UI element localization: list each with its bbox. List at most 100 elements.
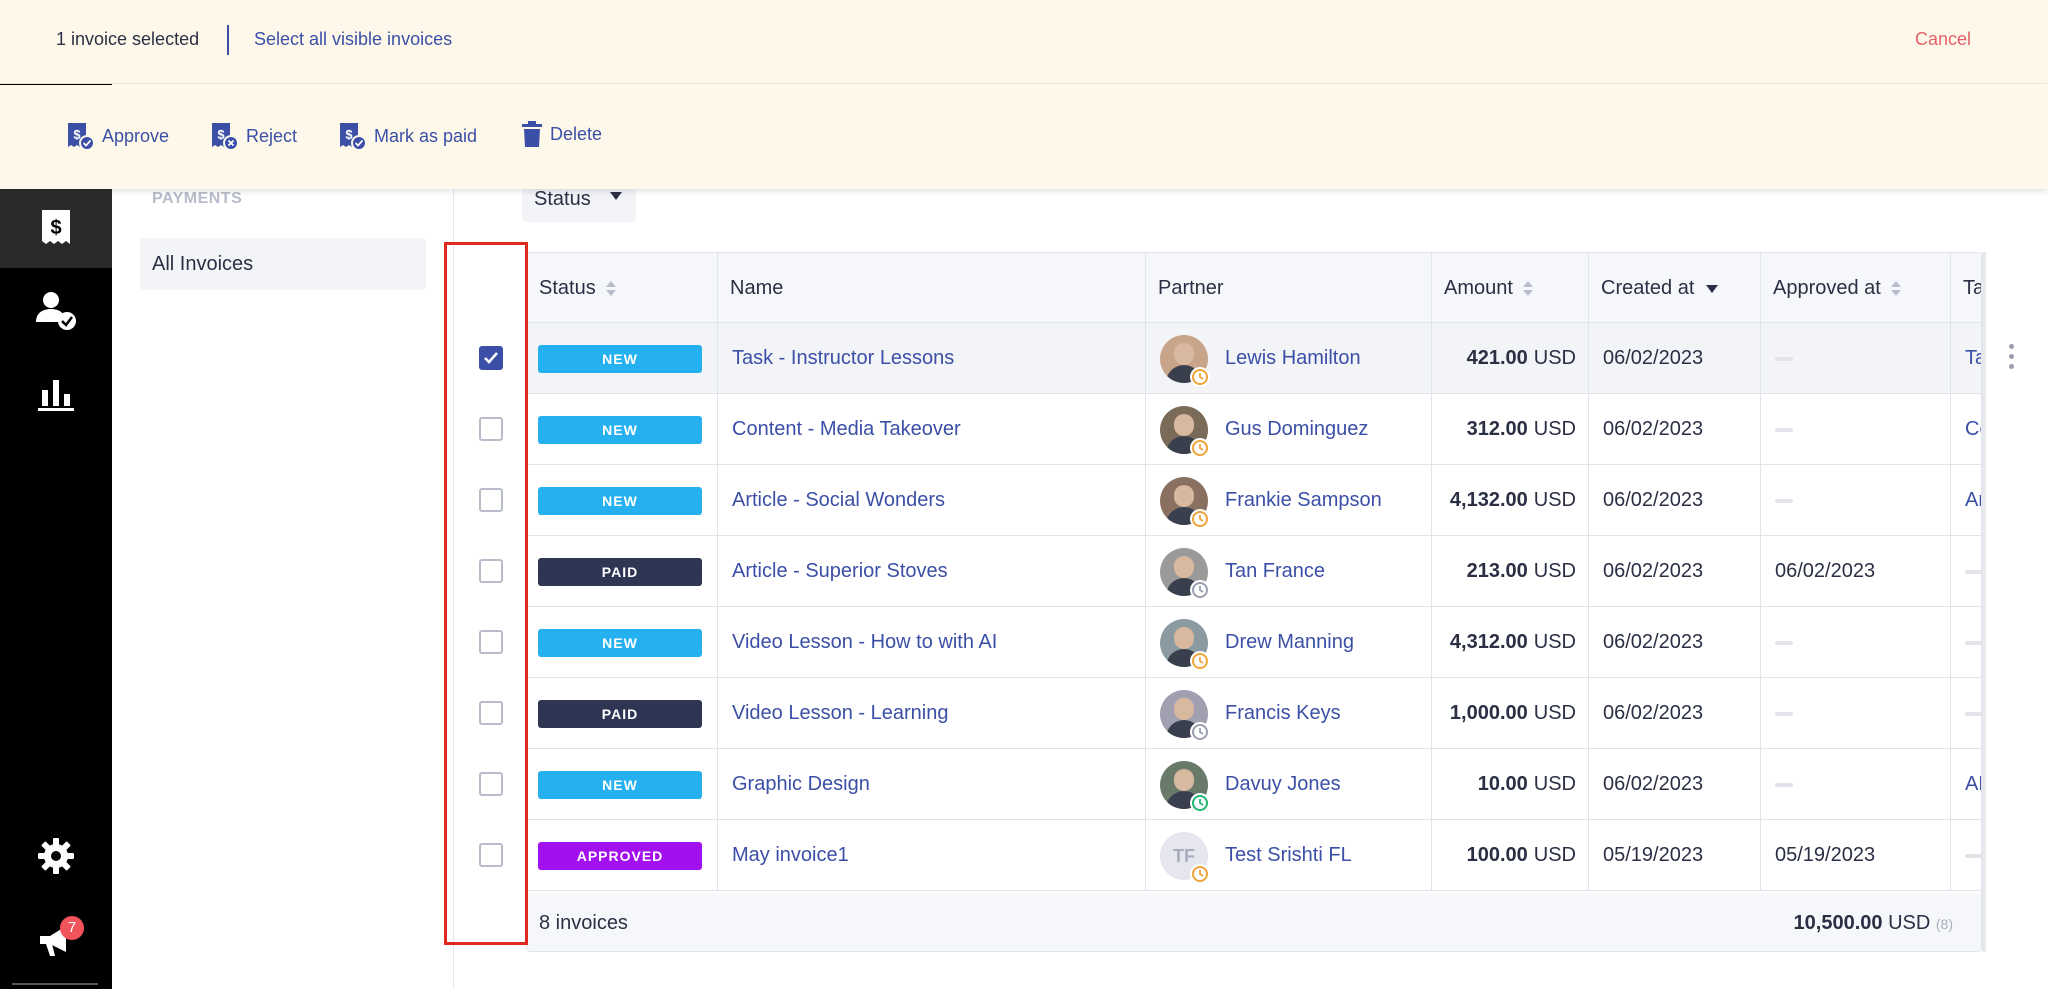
partner-cell[interactable]: Lewis Hamilton bbox=[1145, 323, 1431, 394]
amount-value: 1,000.00 bbox=[1449, 702, 1528, 724]
settings-nav[interactable] bbox=[0, 816, 112, 896]
partner-name-link[interactable]: Frankie Sampson bbox=[1225, 489, 1382, 511]
partner-name-link[interactable]: Tan France bbox=[1225, 560, 1326, 582]
status-badge: PAID bbox=[538, 557, 702, 586]
invoice-name-link[interactable]: Article - Superior Stoves bbox=[717, 536, 1145, 607]
sort-icon bbox=[1522, 280, 1533, 298]
announcements-nav[interactable] bbox=[0, 900, 112, 980]
partner-cell[interactable]: Gus Dominguez bbox=[1145, 394, 1431, 465]
approved-at-cell bbox=[1760, 394, 1950, 465]
partners-nav[interactable] bbox=[0, 270, 112, 350]
approved-at-cell: 05/19/2023 bbox=[1760, 820, 1950, 891]
status-cell: NEW bbox=[527, 607, 719, 678]
invoice-name-link[interactable]: Task - Instructor Lessons bbox=[717, 323, 1145, 394]
status-badge: NEW bbox=[538, 486, 702, 515]
partner-name-link[interactable]: Lewis Hamilton bbox=[1225, 347, 1361, 369]
column-header-partner[interactable]: Partner bbox=[1145, 253, 1431, 323]
partner-status-icon bbox=[1190, 722, 1210, 742]
column-header-approved-at[interactable]: Approved at bbox=[1760, 253, 1950, 323]
column-header-created-at[interactable]: Created at bbox=[1588, 253, 1760, 323]
invoice-name-link[interactable]: Content - Media Takeover bbox=[717, 394, 1145, 465]
approve-button[interactable]: $ Approve bbox=[66, 121, 169, 151]
row-checkbox[interactable] bbox=[479, 346, 503, 370]
partner-cell[interactable]: Drew Manning bbox=[1145, 607, 1431, 678]
cancel-selection-link[interactable]: Cancel bbox=[1914, 29, 1971, 49]
reports-icon bbox=[38, 380, 74, 411]
created-at-cell: 06/02/2023 bbox=[1588, 678, 1760, 749]
svg-text:$: $ bbox=[345, 127, 353, 142]
notification-badge: 7 bbox=[60, 916, 84, 940]
created-at-cell: 06/02/2023 bbox=[1588, 394, 1760, 465]
partner-check-icon bbox=[36, 292, 76, 330]
column-header-name[interactable]: Name bbox=[717, 253, 1145, 323]
partner-status-icon bbox=[1190, 864, 1210, 884]
approved-at-value: 05/19/2023 bbox=[1775, 844, 1876, 866]
row-checkbox[interactable] bbox=[479, 772, 503, 796]
invoice-name-link[interactable]: Video Lesson - How to with AI bbox=[717, 607, 1145, 678]
invoice-count: 8 invoices bbox=[539, 912, 628, 934]
partner-cell[interactable]: Francis Keys bbox=[1145, 678, 1431, 749]
invoice-name-link[interactable]: May invoice1 bbox=[717, 820, 1145, 891]
partner-cell[interactable]: TF Test Srishti FL bbox=[1145, 820, 1431, 891]
row-menu-icon[interactable] bbox=[2009, 344, 2015, 370]
invoice-name-link[interactable]: Video Lesson - Learning bbox=[717, 678, 1145, 749]
partner-cell[interactable]: Davuy Jones bbox=[1145, 749, 1431, 820]
row-checkbox[interactable] bbox=[479, 701, 503, 725]
row-checkbox[interactable] bbox=[479, 488, 503, 512]
column-header-amount[interactable]: Amount bbox=[1431, 253, 1588, 323]
invoice-name-link[interactable]: Graphic Design bbox=[717, 749, 1145, 820]
partner-name-link[interactable]: Davuy Jones bbox=[1225, 773, 1341, 795]
partner-name-link[interactable]: Test Srishti FL bbox=[1225, 844, 1352, 866]
status-badge: APPROVED bbox=[538, 841, 702, 870]
select-all-visible-link[interactable]: Select all visible invoices bbox=[254, 29, 453, 49]
megaphone-icon bbox=[40, 926, 66, 956]
subnav-item-all-invoices[interactable]: All Invoices bbox=[140, 238, 426, 290]
svg-text:$: $ bbox=[73, 127, 81, 142]
invoices-table: Status Name Partner Amount Created at Ap… bbox=[526, 252, 1982, 952]
table-row[interactable]: NEW Article - Social Wonders Frankie Samps… bbox=[527, 465, 1981, 536]
row-checkbox[interactable] bbox=[479, 559, 503, 583]
empty-dash bbox=[1775, 711, 1793, 716]
row-checkbox[interactable] bbox=[479, 417, 503, 441]
partner-name-link[interactable]: Francis Keys bbox=[1225, 702, 1341, 724]
status-cell: APPROVED bbox=[527, 820, 719, 891]
highlight-box bbox=[444, 242, 528, 945]
empty-dash bbox=[1775, 782, 1793, 787]
reports-nav[interactable] bbox=[0, 354, 112, 434]
invoices-nav[interactable]: $ bbox=[0, 188, 112, 268]
row-checkbox[interactable] bbox=[479, 843, 503, 867]
invoice-name-link[interactable]: Article - Social Wonders bbox=[717, 465, 1145, 536]
amount-value: 421.00 bbox=[1466, 347, 1528, 369]
partner-cell[interactable]: Frankie Sampson bbox=[1145, 465, 1431, 536]
column-header-truncated[interactable]: Ta bbox=[1950, 253, 1981, 323]
truncated-value: Co bbox=[1965, 418, 1981, 440]
amount-currency: USD bbox=[1533, 489, 1576, 511]
partner-name-link[interactable]: Gus Dominguez bbox=[1225, 418, 1369, 440]
table-row[interactable]: APPROVED May invoice1 TF Test Srishti FL 100… bbox=[527, 820, 1981, 891]
created-at-cell: 05/19/2023 bbox=[1588, 820, 1760, 891]
empty-dash bbox=[1775, 427, 1793, 432]
row-checkbox[interactable] bbox=[479, 630, 503, 654]
truncated-value: Ar bbox=[1965, 489, 1981, 511]
partner-name-link[interactable]: Drew Manning bbox=[1225, 631, 1354, 653]
mark-as-paid-button[interactable]: $ Mark as paid bbox=[338, 121, 477, 151]
selection-bar: 1 invoice selected Select all visible in… bbox=[0, 0, 2048, 84]
delete-button[interactable]: Delete bbox=[522, 121, 602, 147]
table-row[interactable]: NEW Content - Media Takeover Gus Dominguez… bbox=[527, 394, 1981, 465]
reject-button[interactable]: $ Reject bbox=[210, 121, 297, 151]
status-cell: NEW bbox=[527, 465, 719, 536]
partner-status-icon bbox=[1190, 438, 1210, 458]
column-header-status[interactable]: Status bbox=[527, 253, 719, 323]
amount-cell: 4,132.00 USD bbox=[1431, 465, 1588, 536]
table-row[interactable]: NEW Video Lesson - How to with AI Drew Man… bbox=[527, 607, 1981, 678]
table-row[interactable]: NEW Graphic Design Davuy Jones 10.00 USD 06/0… bbox=[527, 749, 1981, 820]
table-row[interactable]: PAID Video Lesson - Learning Francis Keys 1… bbox=[527, 678, 1981, 749]
invoice-total: 10,500.00 USD (8) bbox=[1793, 912, 1953, 934]
amount-currency: USD bbox=[1533, 702, 1576, 724]
partner-cell[interactable]: Tan France bbox=[1145, 536, 1431, 607]
svg-text:$: $ bbox=[217, 127, 225, 142]
table-row[interactable]: PAID Article - Superior Stoves Tan France 2… bbox=[527, 536, 1981, 607]
approved-at-cell bbox=[1760, 607, 1950, 678]
amount-value: 100.00 bbox=[1466, 844, 1528, 866]
table-row[interactable]: NEW Task - Instructor Lessons Lewis Hamilt… bbox=[527, 323, 1981, 394]
